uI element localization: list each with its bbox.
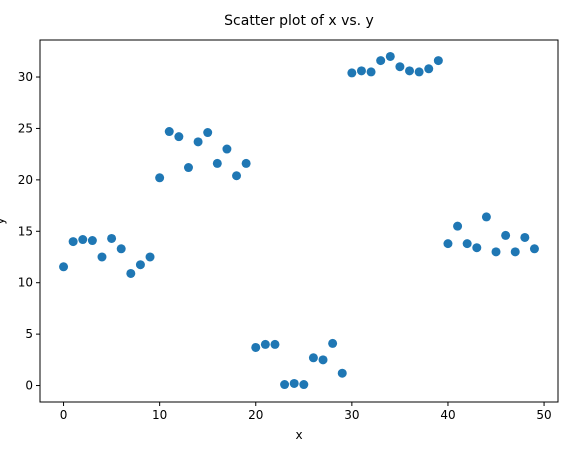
x-tick-label: 50 bbox=[536, 408, 551, 422]
point bbox=[203, 128, 213, 138]
point bbox=[116, 244, 126, 254]
point bbox=[510, 247, 520, 257]
point bbox=[376, 56, 386, 66]
point bbox=[356, 66, 366, 76]
y-tick-label: 0 bbox=[25, 379, 33, 393]
point bbox=[318, 355, 328, 365]
point bbox=[299, 380, 309, 390]
point bbox=[453, 221, 463, 231]
point bbox=[251, 342, 261, 352]
point bbox=[481, 212, 491, 222]
point bbox=[145, 252, 155, 262]
y-axis-label: y bbox=[0, 217, 7, 224]
point bbox=[135, 260, 145, 270]
point bbox=[68, 237, 78, 247]
y-tick-label: 5 bbox=[25, 327, 33, 341]
y-tick-label: 10 bbox=[18, 276, 33, 290]
x-tick-label: 10 bbox=[152, 408, 167, 422]
point bbox=[289, 378, 299, 388]
y-tick-label: 30 bbox=[18, 70, 33, 84]
point bbox=[97, 252, 107, 262]
point bbox=[443, 239, 453, 249]
point bbox=[280, 380, 290, 390]
point bbox=[501, 230, 511, 240]
point bbox=[212, 158, 222, 168]
point bbox=[232, 171, 242, 181]
plot-frame bbox=[39, 39, 559, 403]
point bbox=[462, 239, 472, 249]
chart-title: Scatter plot of x vs. y bbox=[224, 13, 374, 29]
y-tick-label: 15 bbox=[18, 224, 33, 238]
point bbox=[107, 233, 117, 243]
point bbox=[385, 51, 395, 61]
point bbox=[424, 64, 434, 74]
point bbox=[222, 144, 232, 154]
point bbox=[366, 67, 376, 77]
point bbox=[155, 173, 165, 183]
point bbox=[174, 132, 184, 142]
point bbox=[308, 353, 318, 363]
point bbox=[520, 232, 530, 242]
point bbox=[126, 268, 136, 278]
point bbox=[59, 262, 69, 272]
y-tick-label: 20 bbox=[18, 173, 33, 187]
x-axis-label: x bbox=[295, 428, 302, 442]
y-tick-label: 25 bbox=[18, 121, 33, 135]
point bbox=[328, 338, 338, 348]
point bbox=[87, 236, 97, 246]
point bbox=[270, 339, 280, 349]
point bbox=[241, 158, 251, 168]
point bbox=[347, 68, 357, 78]
point bbox=[78, 235, 88, 245]
point bbox=[183, 163, 193, 173]
point bbox=[491, 247, 501, 257]
point bbox=[433, 56, 443, 66]
point bbox=[529, 244, 539, 254]
point bbox=[405, 66, 415, 76]
point bbox=[260, 339, 270, 349]
point bbox=[337, 368, 347, 378]
x-tick-label: 40 bbox=[440, 408, 455, 422]
point bbox=[193, 137, 203, 147]
x-tick-label: 20 bbox=[248, 408, 263, 422]
point bbox=[164, 127, 174, 137]
point bbox=[395, 62, 405, 72]
point bbox=[414, 67, 424, 77]
point bbox=[472, 243, 482, 253]
x-tick-label: 0 bbox=[60, 408, 68, 422]
x-tick-label: 30 bbox=[344, 408, 359, 422]
